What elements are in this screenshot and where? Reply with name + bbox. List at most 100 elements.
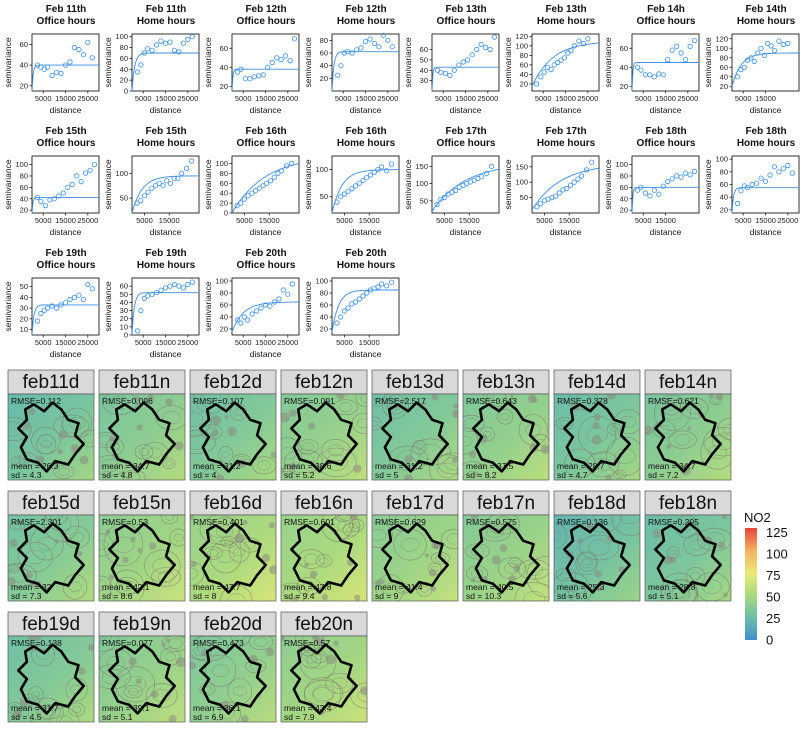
contour	[190, 401, 212, 438]
contour	[573, 588, 587, 598]
district-boundary	[381, 401, 449, 473]
semivariance-point	[647, 72, 653, 78]
y-tick-label: 40	[720, 72, 728, 81]
y-axis-label: semivariance	[103, 159, 113, 209]
fitted-model-line	[631, 62, 699, 92]
monitoring-site	[336, 394, 345, 400]
semivariance-point	[768, 43, 774, 49]
x-axis-label: distance	[150, 349, 182, 359]
contour-lines	[463, 394, 549, 480]
fitted-model-line	[231, 301, 299, 333]
semivariance-point	[741, 64, 747, 70]
x-tick-label: 15000	[559, 216, 580, 225]
contour-lines	[8, 636, 94, 722]
sd-label: sd = 5.1	[102, 712, 133, 722]
semivariance-point	[158, 287, 164, 293]
monitoring-site	[77, 667, 86, 675]
map-area: RMSE=0.138 mean = 31.7sd = 4.5	[7, 635, 95, 723]
monitoring-site	[175, 657, 185, 667]
semivariance-point	[674, 173, 680, 179]
semivariance-point	[141, 295, 147, 302]
y-tick-label: 40	[420, 66, 428, 75]
semivariance-point	[89, 286, 95, 292]
semivariance-point	[56, 193, 62, 199]
map-area: RMSE=0.473 mean = 36.1sd = 6.9	[189, 635, 277, 723]
monitoring-site	[424, 553, 429, 558]
rmse-label: RMSE=0.096	[102, 396, 153, 406]
semivariance-point	[141, 193, 148, 199]
y-tick-label: 50	[320, 192, 328, 201]
monitoring-site	[508, 575, 517, 583]
y-tick-label: 40	[720, 193, 728, 202]
semivariance-point	[242, 76, 249, 82]
mean-label: mean = 47.8	[284, 582, 332, 592]
semivariance-point	[149, 47, 155, 53]
monitoring-site	[321, 593, 328, 601]
panel-title-date: Feb 12th	[245, 4, 286, 15]
y-tick-label: 100	[515, 41, 528, 50]
y-tick-label: 40	[220, 63, 228, 72]
panel-strip-label: feb13d	[386, 372, 444, 393]
y-tick-label: 50	[420, 55, 428, 64]
x-axis-label: distance	[750, 105, 782, 115]
semivariance-point	[367, 172, 374, 178]
monitoring-site	[428, 568, 437, 577]
district-boundary	[654, 522, 722, 594]
semivariance-point	[638, 67, 644, 73]
contour	[350, 682, 367, 709]
contour	[316, 447, 357, 478]
semivariance-point	[538, 74, 544, 80]
semivariance-point	[568, 47, 574, 54]
semivariance-point	[284, 163, 290, 169]
semivariance-point	[379, 281, 385, 287]
monitoring-site	[311, 636, 320, 641]
monitoring-site	[9, 538, 18, 548]
monitoring-site	[269, 565, 276, 575]
panel-strip-label: feb11n	[114, 372, 171, 393]
y-tick-label: 100	[415, 179, 428, 188]
mean-label: mean = 34.7	[102, 461, 150, 471]
contour-lines	[281, 515, 364, 601]
sd-label: sd = 8	[193, 591, 217, 601]
mean-label: mean = 43.4	[284, 703, 332, 713]
semivariance-point	[38, 310, 44, 317]
no2-map-panel: feb11n RMSE=0.096 mean = 34.7sd = 4.8	[98, 369, 186, 481]
panel-strip	[189, 369, 277, 395]
semivariance-point	[758, 175, 764, 181]
y-tick-label: 40	[320, 61, 328, 70]
x-tick-label: 5000	[635, 94, 652, 103]
semivariance-point	[167, 39, 173, 45]
panel-title-date: Feb 14h	[647, 4, 685, 15]
semivariance-point	[748, 55, 754, 61]
semivariance-point	[78, 178, 84, 185]
x-axis-label: distance	[150, 105, 182, 115]
monitoring-site	[190, 561, 197, 568]
map-area: RMSE=0.601 mean = 47.8sd = 9.4	[280, 514, 368, 602]
monitoring-site	[452, 409, 458, 418]
semivariance-point	[156, 180, 162, 186]
semivariance-point	[58, 70, 64, 77]
contour	[205, 654, 237, 687]
district-boundary	[17, 401, 85, 473]
mean-label: mean = 40.5	[466, 582, 514, 592]
contour	[147, 447, 163, 459]
panel-title-period: Office hours	[437, 138, 496, 149]
y-tick-label: 20	[120, 314, 128, 323]
contour	[122, 469, 146, 480]
semivariance-point	[238, 320, 244, 326]
monitoring-site	[149, 542, 157, 550]
contour	[84, 434, 94, 443]
y-tick-label: 20	[20, 206, 28, 215]
map-frame	[553, 393, 641, 481]
district-boundary	[199, 522, 267, 594]
panel-strip-label: feb17d	[386, 493, 444, 514]
monitoring-site	[430, 585, 437, 592]
contour	[703, 427, 731, 457]
mean-label: mean = 25.3	[557, 582, 605, 592]
panel-strip	[371, 369, 459, 395]
contour	[560, 570, 572, 579]
plot-frame	[31, 155, 100, 214]
contour	[372, 416, 382, 431]
plot-frame	[231, 277, 300, 336]
monitoring-site	[54, 539, 59, 544]
